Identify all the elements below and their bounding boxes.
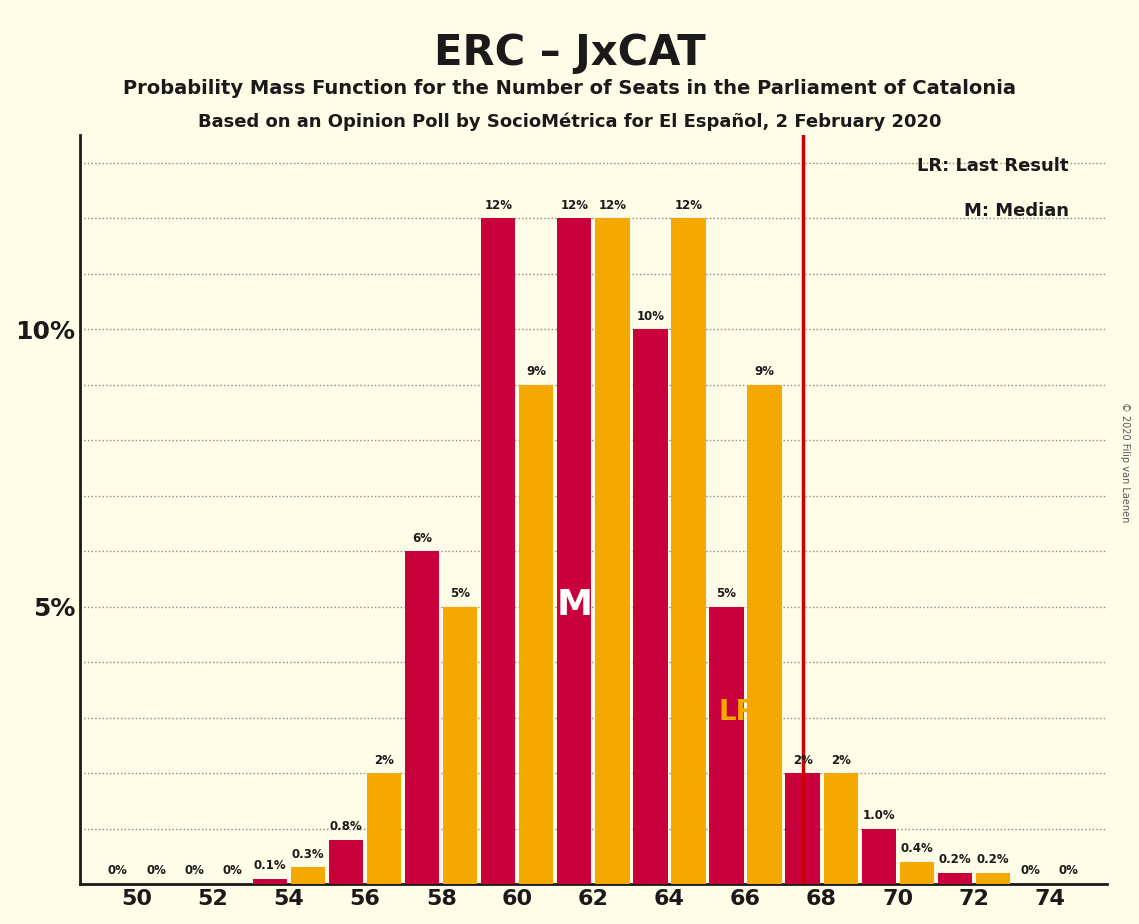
- Bar: [710, 607, 744, 884]
- Text: 0%: 0%: [1021, 865, 1041, 878]
- Text: Based on an Opinion Poll by SocioMétrica for El Español, 2 February 2020: Based on an Opinion Poll by SocioMétrica…: [198, 113, 941, 131]
- Text: 2%: 2%: [830, 753, 851, 767]
- Text: 0%: 0%: [108, 865, 128, 878]
- Bar: [976, 873, 1010, 884]
- Text: 0.4%: 0.4%: [900, 843, 933, 856]
- Text: 2%: 2%: [375, 753, 394, 767]
- Bar: [861, 829, 895, 884]
- Bar: [747, 384, 781, 884]
- Text: 5%: 5%: [450, 587, 470, 600]
- Text: M: M: [556, 588, 592, 622]
- Text: 0%: 0%: [1059, 865, 1079, 878]
- Text: 0.2%: 0.2%: [976, 854, 1009, 867]
- Text: M: Median: M: Median: [964, 201, 1068, 220]
- Text: 1.0%: 1.0%: [862, 809, 895, 822]
- Bar: [519, 384, 554, 884]
- Text: 2%: 2%: [793, 753, 812, 767]
- Text: 0%: 0%: [185, 865, 204, 878]
- Text: 10%: 10%: [637, 310, 664, 322]
- Bar: [596, 218, 630, 884]
- Text: 12%: 12%: [674, 199, 703, 212]
- Text: LR: LR: [719, 699, 757, 726]
- Bar: [405, 552, 440, 884]
- Bar: [329, 840, 363, 884]
- Bar: [823, 773, 858, 884]
- Bar: [290, 868, 326, 884]
- Bar: [557, 218, 591, 884]
- Text: 6%: 6%: [412, 531, 432, 544]
- Text: 12%: 12%: [560, 199, 589, 212]
- Bar: [443, 607, 477, 884]
- Text: Probability Mass Function for the Number of Seats in the Parliament of Catalonia: Probability Mass Function for the Number…: [123, 79, 1016, 98]
- Bar: [671, 218, 705, 884]
- Text: © 2020 Filip van Laenen: © 2020 Filip van Laenen: [1121, 402, 1130, 522]
- Text: 5%: 5%: [716, 587, 737, 600]
- Text: 0%: 0%: [146, 865, 166, 878]
- Text: 12%: 12%: [484, 199, 513, 212]
- Text: LR: Last Result: LR: Last Result: [917, 157, 1068, 176]
- Bar: [633, 329, 667, 884]
- Text: 0.8%: 0.8%: [330, 821, 362, 833]
- Bar: [253, 879, 287, 884]
- Text: ERC – JxCAT: ERC – JxCAT: [434, 32, 705, 74]
- Bar: [786, 773, 820, 884]
- Bar: [481, 218, 516, 884]
- Text: 9%: 9%: [754, 365, 775, 378]
- Text: 0.2%: 0.2%: [939, 854, 972, 867]
- Bar: [937, 873, 972, 884]
- Bar: [367, 773, 401, 884]
- Bar: [900, 862, 934, 884]
- Text: 0.1%: 0.1%: [254, 859, 286, 872]
- Text: 0.3%: 0.3%: [292, 848, 325, 861]
- Text: 12%: 12%: [598, 199, 626, 212]
- Text: 9%: 9%: [526, 365, 547, 378]
- Text: 0%: 0%: [222, 865, 241, 878]
